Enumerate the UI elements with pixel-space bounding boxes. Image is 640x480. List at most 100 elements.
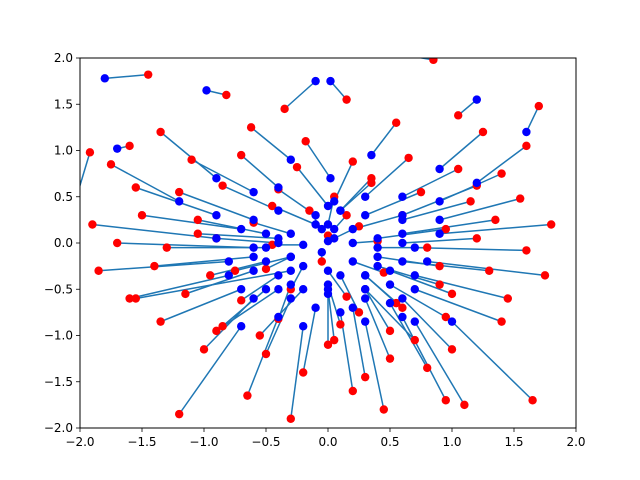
connector-line [401, 316, 447, 401]
start-point [441, 312, 450, 322]
connector-line [402, 237, 477, 244]
end-point [323, 285, 333, 294]
end-point [249, 215, 258, 225]
start-point [547, 220, 556, 229]
start-point [193, 215, 202, 225]
end-point [361, 192, 370, 201]
end-point [326, 174, 335, 183]
y-tick-label: 0.0 [54, 236, 73, 250]
start-point [398, 303, 407, 312]
start-point [503, 294, 512, 303]
end-point [286, 266, 295, 275]
connector-line [160, 131, 217, 179]
end-point [472, 95, 481, 104]
connector-line [259, 288, 304, 337]
connector-line [135, 270, 291, 300]
start-point [342, 211, 351, 220]
start-point [193, 229, 202, 238]
start-point [385, 354, 395, 363]
connector-line [364, 191, 422, 216]
end-point [410, 285, 419, 294]
connector-line [402, 260, 490, 272]
end-point [398, 312, 407, 322]
start-point [137, 211, 147, 220]
start-point [522, 141, 531, 151]
start-point [460, 400, 469, 410]
end-point [212, 211, 221, 220]
connector-line [414, 288, 502, 323]
end-point [361, 285, 370, 294]
connector-line [191, 159, 254, 193]
connector-line [364, 288, 416, 341]
end-point [361, 294, 370, 303]
connector-line [203, 297, 255, 350]
connector-line [284, 80, 317, 110]
start-point [447, 289, 457, 299]
end-point [274, 285, 283, 294]
end-point [348, 257, 357, 266]
start-point [237, 150, 246, 160]
start-point [292, 162, 302, 172]
start-point [181, 289, 190, 299]
start-point [367, 174, 376, 183]
connector-line [154, 256, 254, 267]
connector-line [370, 122, 397, 156]
connector-line [296, 166, 329, 207]
start-point [230, 266, 240, 275]
x-tick-label: −0.5 [251, 435, 280, 449]
end-point [447, 317, 457, 326]
end-point [299, 261, 308, 271]
end-point [323, 220, 333, 229]
y-axis: −2.0 −1.5 −1.0 −0.5 0.0 0.5 1.0 1.5 2.0 [44, 51, 80, 435]
start-point [540, 271, 550, 280]
end-point [398, 211, 407, 220]
connector-line [80, 152, 91, 188]
start-point [478, 127, 488, 137]
end-point [311, 303, 320, 312]
start-point [131, 183, 140, 192]
y-tick-label: 1.5 [54, 97, 73, 111]
y-tick-label: −0.5 [44, 282, 73, 296]
start-point [255, 331, 264, 340]
connector-line [364, 157, 410, 198]
y-tick-label: 1.0 [54, 144, 73, 158]
end-point [237, 285, 246, 294]
end-point [398, 238, 407, 248]
start-point [323, 340, 333, 349]
connector-line [364, 288, 391, 332]
end-point [373, 261, 382, 271]
connector-line [339, 177, 372, 212]
connector-line [302, 307, 317, 373]
connector-line [402, 200, 471, 221]
connector-line [129, 274, 229, 300]
start-point [268, 201, 277, 211]
end-point [410, 243, 419, 252]
start-point [441, 396, 450, 405]
start-point [261, 349, 271, 359]
connector-line [389, 302, 428, 369]
end-point [410, 271, 419, 280]
start-point [162, 243, 171, 252]
start-point [175, 409, 184, 419]
start-point [404, 153, 413, 163]
end-point [348, 238, 357, 248]
end-point [323, 266, 333, 275]
end-point [286, 155, 295, 164]
end-point [472, 178, 481, 188]
x-tick-label: 0.5 [380, 435, 399, 449]
end-point [274, 312, 283, 322]
y-tick-label: −1.5 [44, 375, 73, 389]
end-point [398, 229, 407, 238]
start-point [299, 368, 308, 377]
end-point [522, 127, 531, 137]
x-tick-label: 0.0 [318, 435, 337, 449]
connector-line [185, 270, 254, 295]
start-point [410, 335, 419, 345]
y-tick-label: 0.5 [54, 190, 73, 204]
connector-line [216, 237, 279, 244]
start-point [206, 271, 215, 280]
connector-line [117, 242, 254, 249]
connector-line [525, 105, 540, 133]
start-point [516, 194, 525, 203]
start-point [441, 224, 450, 234]
